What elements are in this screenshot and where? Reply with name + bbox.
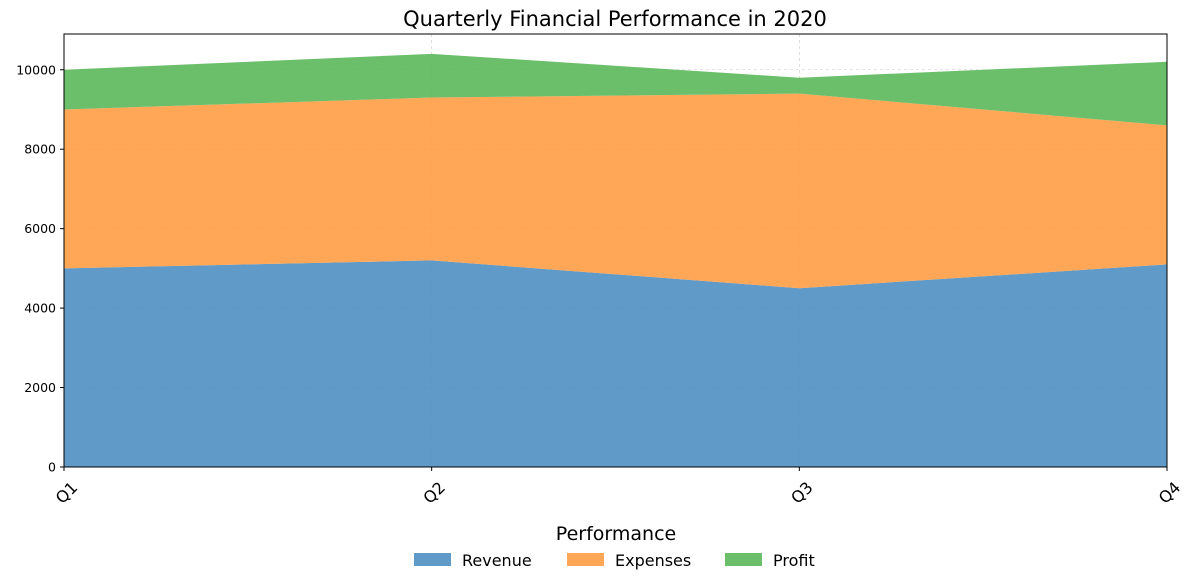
y-axis: 0 2000 4000 6000 8000 10000 — [16, 62, 64, 475]
y-tick-label-4: 8000 — [24, 142, 56, 157]
chart-title: Quarterly Financial Performance in 2020 — [403, 7, 827, 31]
plot-frame — [63, 33, 1168, 468]
y-tick-label-0: 0 — [48, 460, 56, 475]
x-tick-label-q3: Q3 — [787, 478, 817, 508]
area-expenses — [64, 93, 1167, 289]
area-profit — [64, 53, 1167, 126]
area-revenue — [64, 260, 1167, 467]
x-tick-label-q2: Q2 — [419, 478, 449, 508]
y-tick-label-5: 10000 — [16, 62, 56, 77]
x-tick-label-q4: Q4 — [1155, 478, 1185, 508]
legend-label-revenue: Revenue — [462, 551, 532, 570]
y-tick-label-2: 4000 — [24, 301, 56, 316]
y-tick-label-3: 6000 — [24, 221, 56, 236]
legend-swatch-revenue — [414, 553, 451, 566]
x-axis: Q1 Q2 Q3 Q4 — [52, 467, 1185, 508]
legend-label-profit: Profit — [773, 551, 815, 570]
legend: Performance Revenue Expenses Profit — [414, 523, 815, 570]
legend-title: Performance — [556, 523, 676, 545]
legend-label-expenses: Expenses — [615, 551, 691, 570]
area-series — [64, 53, 1167, 467]
x-tick-label-q1: Q1 — [52, 478, 82, 508]
legend-swatch-profit — [725, 553, 762, 566]
legend-swatch-expenses — [567, 553, 604, 566]
y-tick-label-1: 2000 — [24, 380, 56, 395]
